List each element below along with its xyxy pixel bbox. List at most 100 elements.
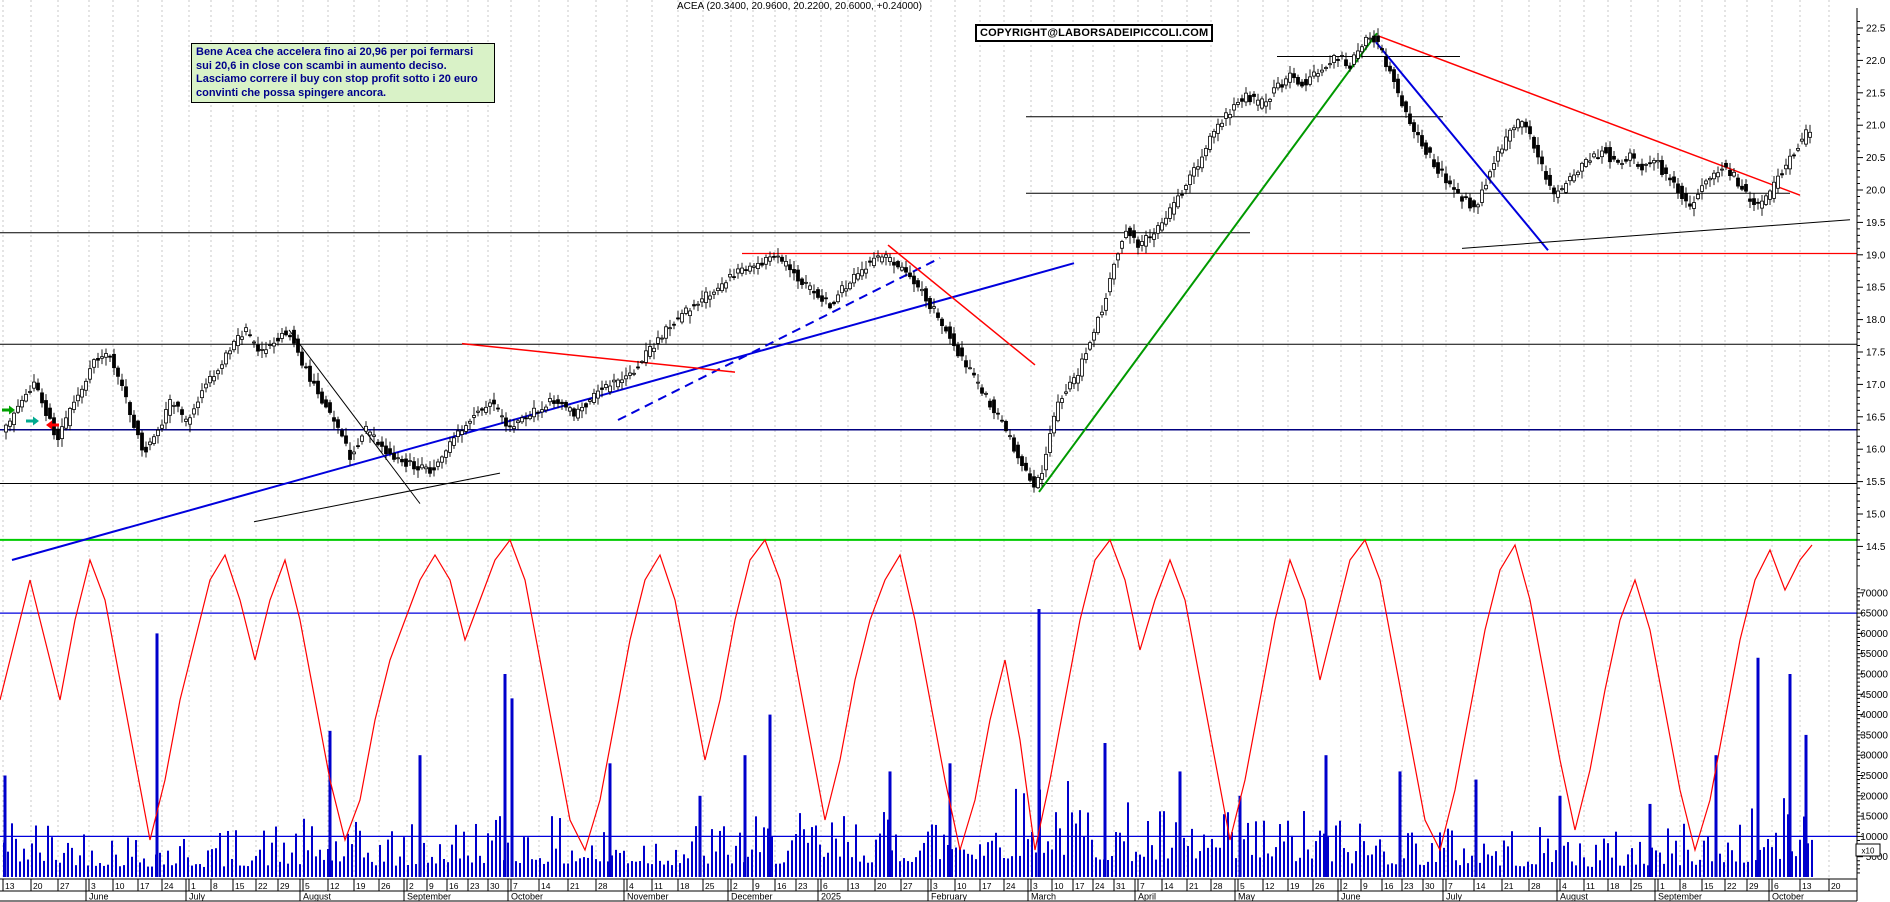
candle-up xyxy=(1356,50,1360,59)
volume-bar xyxy=(791,840,793,877)
candle-up xyxy=(1124,230,1128,238)
week-tick-label: 3 xyxy=(933,881,938,891)
candle-up xyxy=(1284,78,1288,86)
volume-bar xyxy=(303,818,305,877)
candle-down xyxy=(1428,147,1432,153)
candle-up xyxy=(164,409,168,424)
volume-bar xyxy=(335,841,337,877)
volume-bar xyxy=(23,848,25,877)
candle-down xyxy=(1248,95,1252,103)
candle-up xyxy=(4,424,8,433)
candle-down xyxy=(524,417,528,420)
candle-down xyxy=(1688,203,1692,207)
volume-bar xyxy=(411,824,413,877)
trendline xyxy=(1461,219,1851,249)
candle-up xyxy=(1312,71,1316,77)
volume-bar xyxy=(1307,849,1309,877)
volume-bar xyxy=(983,855,985,877)
candle-up xyxy=(88,368,92,380)
candle-up xyxy=(748,265,752,272)
week-tick-label: 23 xyxy=(1404,881,1414,891)
volume-bar xyxy=(51,837,53,877)
candle-up xyxy=(532,407,536,418)
volume-bar xyxy=(1295,861,1297,877)
candle-up xyxy=(192,408,196,415)
volume-bar xyxy=(1615,831,1617,877)
candle-up xyxy=(708,295,712,300)
volume-bar xyxy=(1255,821,1257,877)
volume-bar xyxy=(235,830,237,877)
candle-up xyxy=(1008,435,1012,438)
volume-bar xyxy=(1783,798,1785,877)
volume-bar xyxy=(187,857,189,877)
candle-down xyxy=(316,380,320,395)
candle-up xyxy=(1152,233,1156,240)
volume-bar xyxy=(59,862,61,877)
candle-down xyxy=(1424,142,1428,155)
candle-down xyxy=(288,335,292,338)
volume-bar xyxy=(99,863,101,877)
volume-bar xyxy=(1423,865,1425,877)
candle-up xyxy=(1476,204,1480,208)
volume-bar xyxy=(475,823,477,877)
volume-bar xyxy=(1799,839,1801,877)
candle-down xyxy=(572,408,576,417)
month-label: June xyxy=(89,892,109,902)
candle-down xyxy=(1032,476,1036,488)
candle-down xyxy=(988,400,992,408)
candle-down xyxy=(1436,162,1440,174)
candle-down xyxy=(1376,35,1380,42)
candle-up xyxy=(804,281,808,284)
candle-up xyxy=(84,380,88,391)
candle-down xyxy=(304,366,308,369)
candle-up xyxy=(1580,162,1584,172)
candle-up xyxy=(1204,148,1208,157)
volume-bar xyxy=(911,861,913,877)
candle-down xyxy=(1552,187,1556,195)
candle-up xyxy=(1572,174,1576,182)
volume-bar xyxy=(747,856,749,877)
candle-up xyxy=(900,266,904,271)
volume-bar xyxy=(863,855,865,877)
candle-down xyxy=(292,329,296,344)
candle-down xyxy=(796,269,800,282)
volume-bar xyxy=(1463,848,1465,877)
candle-down xyxy=(636,366,640,369)
candle-up xyxy=(152,436,156,444)
candle-up xyxy=(408,460,412,463)
candle-up xyxy=(224,352,228,365)
volume-bar xyxy=(1603,838,1605,877)
volume-bar xyxy=(667,860,669,877)
price-tick-label: 15.5 xyxy=(1866,477,1886,488)
candle-up xyxy=(196,401,200,409)
volume-bar xyxy=(1495,851,1497,877)
volume-bar xyxy=(147,866,149,877)
volume-bar xyxy=(631,861,633,877)
candle-down xyxy=(1676,183,1680,194)
volume-bar xyxy=(1643,863,1645,877)
candle-down xyxy=(1724,162,1728,168)
candle-down xyxy=(1608,147,1612,163)
week-tick-label: 24 xyxy=(1006,881,1016,891)
trendline xyxy=(253,472,501,523)
candle-up xyxy=(512,426,516,430)
volume-bar xyxy=(427,862,429,877)
volume-bar xyxy=(1147,821,1149,877)
volume-bar xyxy=(135,840,137,877)
volume-bar xyxy=(1107,860,1109,877)
trendline xyxy=(288,329,421,504)
candle-up xyxy=(1588,160,1592,163)
volume-bar xyxy=(195,864,197,877)
price-tick-label: 21.5 xyxy=(1866,88,1886,99)
candle-down xyxy=(1664,167,1668,174)
candle-up xyxy=(1040,473,1044,480)
week-tick-label: 25 xyxy=(1633,881,1643,891)
candle-down xyxy=(48,407,52,419)
volume-tick-label: 50000 xyxy=(1860,670,1888,681)
candle-up xyxy=(520,417,524,423)
month-label: October xyxy=(511,892,543,902)
candle-up xyxy=(576,408,580,419)
candle-down xyxy=(832,301,836,305)
week-tick-label: 11 xyxy=(1586,881,1595,891)
volume-bar xyxy=(1583,857,1585,877)
